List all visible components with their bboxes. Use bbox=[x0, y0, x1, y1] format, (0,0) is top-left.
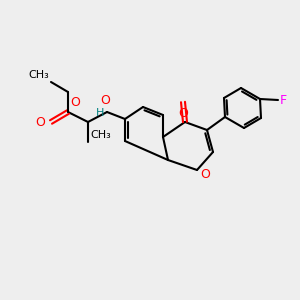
Text: O: O bbox=[178, 107, 188, 120]
Text: F: F bbox=[280, 94, 287, 106]
Text: O: O bbox=[100, 94, 110, 107]
Text: CH₃: CH₃ bbox=[28, 70, 49, 80]
Text: H: H bbox=[96, 108, 104, 118]
Text: CH₃: CH₃ bbox=[90, 130, 111, 140]
Text: O: O bbox=[35, 116, 45, 128]
Text: O: O bbox=[70, 96, 80, 109]
Text: O: O bbox=[200, 167, 210, 181]
